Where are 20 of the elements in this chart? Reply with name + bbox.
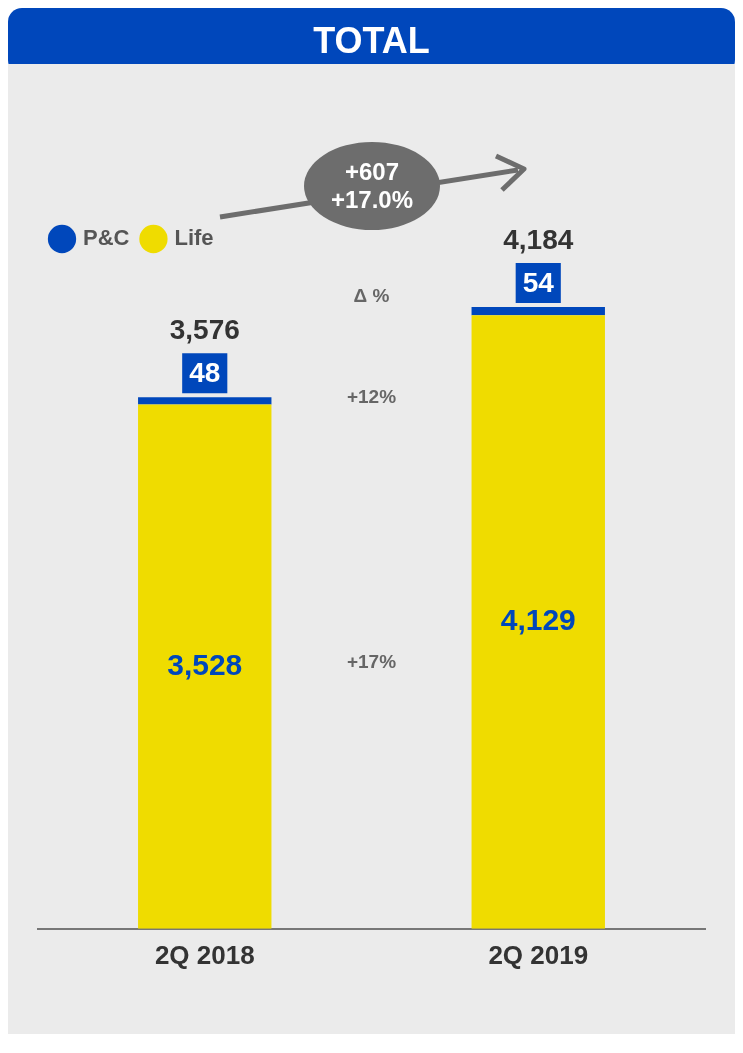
data-label: 48: [189, 357, 221, 389]
chart-title: TOTAL: [8, 8, 735, 74]
data-label: 3,528: [167, 647, 243, 681]
total-label: 4,184: [503, 223, 574, 255]
legend-label: P&C: [83, 225, 130, 251]
bar: [471, 307, 605, 316]
annotation: +17%: [346, 650, 397, 672]
x-tick-label: 2Q 2018: [154, 939, 255, 970]
x-tick-label: 2Q 2019: [488, 939, 589, 970]
legend-label: Life: [174, 225, 214, 251]
bar: [471, 315, 605, 929]
annotation: +12%: [346, 385, 397, 407]
bar: [138, 404, 272, 929]
text: +17.0%: [330, 186, 414, 214]
bar: [138, 397, 272, 405]
total-label: 3,576: [169, 314, 240, 346]
text: Δ %: [353, 285, 390, 307]
data-label: 4,129: [500, 603, 576, 637]
data-label: 54: [522, 266, 555, 298]
text: +607: [344, 158, 400, 186]
